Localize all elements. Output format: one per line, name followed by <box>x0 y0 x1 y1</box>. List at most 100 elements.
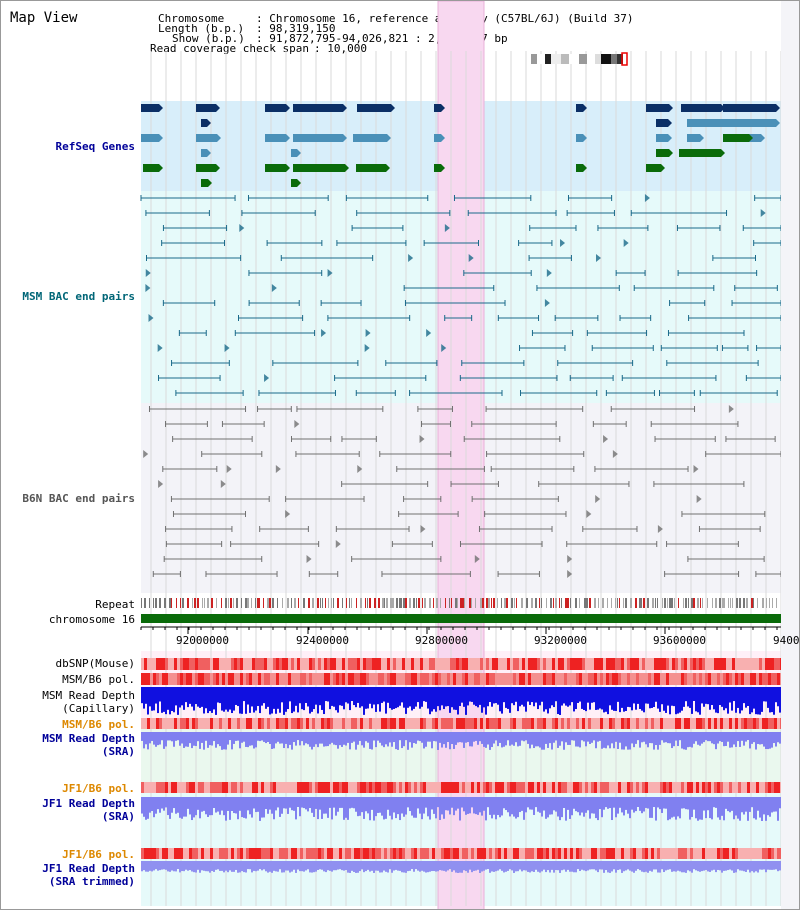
polymorphism-mark <box>624 718 627 729</box>
polymorphism-mark <box>336 718 339 729</box>
repeat-mark <box>501 598 502 608</box>
depth-bar-msm-sra <box>707 732 709 742</box>
depth-bar-capillary <box>517 687 519 712</box>
polymorphism-mark <box>213 782 216 793</box>
depth-bar-msm-sra <box>573 732 575 741</box>
repeat-mark <box>192 598 193 608</box>
polymorphism-mark <box>243 718 246 729</box>
polymorphism-mark <box>204 782 207 793</box>
depth-bar-msm-sra <box>401 732 403 749</box>
repeat-mark <box>669 598 671 608</box>
depth-bar-msm-sra <box>203 732 205 750</box>
track-label-msm-bac[interactable]: MSM BAC end pairs <box>22 290 135 303</box>
polymorphism-mark <box>195 782 198 793</box>
polymorphism-mark <box>270 673 273 685</box>
polymorphism-mark <box>342 658 345 670</box>
polymorphism-mark <box>465 848 468 859</box>
polymorphism-mark <box>612 848 615 859</box>
depth-bar-jf1-trimmed <box>147 861 149 872</box>
polymorphism-mark <box>321 718 324 729</box>
msm-bac-pair-marker <box>224 344 230 352</box>
depth-bar-jf1-sra <box>203 797 205 811</box>
polymorphism-mark <box>417 658 420 670</box>
polymorphism-mark <box>498 718 501 729</box>
polymorphism-mark <box>474 848 477 859</box>
depth-bar-jf1-sra <box>155 797 157 814</box>
depth-bar-jf1-sra <box>359 797 361 816</box>
depth-bar-capillary <box>235 687 237 705</box>
depth-bar-jf1-trimmed <box>203 861 205 871</box>
depth-bar-jf1-trimmed <box>659 861 661 873</box>
depth-bar-msm-sra <box>157 732 159 746</box>
depth-bar-msm-sra <box>459 732 461 743</box>
depth-bar-jf1-trimmed <box>697 861 699 872</box>
depth-bar-jf1-sra <box>265 797 267 810</box>
depth-bar-msm-sra <box>547 732 549 748</box>
depth-bar-msm-sra <box>349 732 351 750</box>
polymorphism-mark <box>207 782 210 793</box>
polymorphism-mark <box>414 718 417 729</box>
polymorphism-mark <box>495 718 498 729</box>
depth-bar-capillary <box>523 687 525 707</box>
depth-bar-jf1-trimmed <box>267 861 269 873</box>
polymorphism-mark <box>276 782 279 793</box>
depth-bar-jf1-sra <box>481 797 483 816</box>
depth-bar-jf1-trimmed <box>355 861 357 873</box>
polymorphism-mark <box>702 658 705 670</box>
polymorphism-mark <box>486 782 489 793</box>
polymorphism-mark <box>585 658 588 670</box>
polymorphism-mark <box>639 848 642 859</box>
polymorphism-mark <box>633 848 636 859</box>
depth-bar-capillary <box>345 687 347 703</box>
depth-bar-jf1-sra <box>709 797 711 819</box>
b6n-bac-pair-marker <box>612 450 618 458</box>
depth-bar-msm-sra <box>489 732 491 750</box>
depth-bar-msm-sra <box>565 732 567 743</box>
depth-bar-jf1-trimmed <box>161 861 163 870</box>
depth-bar-jf1-sra <box>579 797 581 816</box>
polymorphism-mark <box>288 848 291 859</box>
depth-bar-msm-sra <box>561 732 563 742</box>
depth-bar-msm-sra <box>639 732 641 748</box>
depth-bar-capillary <box>491 687 493 707</box>
depth-bar-jf1-sra <box>623 797 625 816</box>
depth-bar-jf1-trimmed <box>259 861 261 870</box>
length-value: : 98,319,150 <box>256 22 336 35</box>
depth-bar-msm-sra <box>499 732 501 743</box>
polymorphism-mark <box>375 848 378 859</box>
polymorphism-mark <box>240 673 243 685</box>
track-label-b6n-bac[interactable]: B6N BAC end pairs <box>22 492 135 505</box>
polymorphism-mark <box>555 782 558 793</box>
depth-bar-capillary <box>241 687 243 714</box>
depth-bar-jf1-trimmed <box>477 861 479 870</box>
depth-bar-msm-sra <box>171 732 173 742</box>
depth-bar-capillary <box>373 687 375 705</box>
polymorphism-mark <box>717 782 720 793</box>
depth-bar-jf1-trimmed <box>393 861 395 871</box>
track-label-refseq[interactable]: RefSeq Genes <box>55 140 135 153</box>
polymorphism-mark <box>756 848 759 859</box>
polymorphism-mark <box>510 673 513 685</box>
depth-bar-jf1-trimmed <box>415 861 417 870</box>
depth-bar-jf1-sra <box>239 797 241 811</box>
polymorphism-mark <box>729 848 732 859</box>
depth-bar-msm-sra <box>661 732 663 741</box>
repeat-mark <box>516 598 517 608</box>
polymorphism-mark <box>213 673 216 685</box>
depth-bar-capillary <box>763 687 765 702</box>
polymorphism-mark <box>564 848 567 859</box>
depth-bar-jf1-sra <box>187 797 189 809</box>
depth-bar-msm-sra <box>323 732 325 747</box>
repeat-mark <box>475 598 476 608</box>
depth-bar-msm-sra <box>221 732 223 750</box>
depth-bar-jf1-trimmed <box>431 861 433 872</box>
polymorphism-mark <box>693 848 696 859</box>
polymorphism-mark <box>159 673 162 685</box>
depth-bar-capillary <box>283 687 285 715</box>
polymorphism-mark <box>504 673 507 685</box>
depth-bar-msm-sra <box>493 732 495 744</box>
polymorphism-mark <box>348 782 351 793</box>
polymorphism-mark <box>168 848 171 859</box>
depth-bar-jf1-sra <box>251 797 253 818</box>
